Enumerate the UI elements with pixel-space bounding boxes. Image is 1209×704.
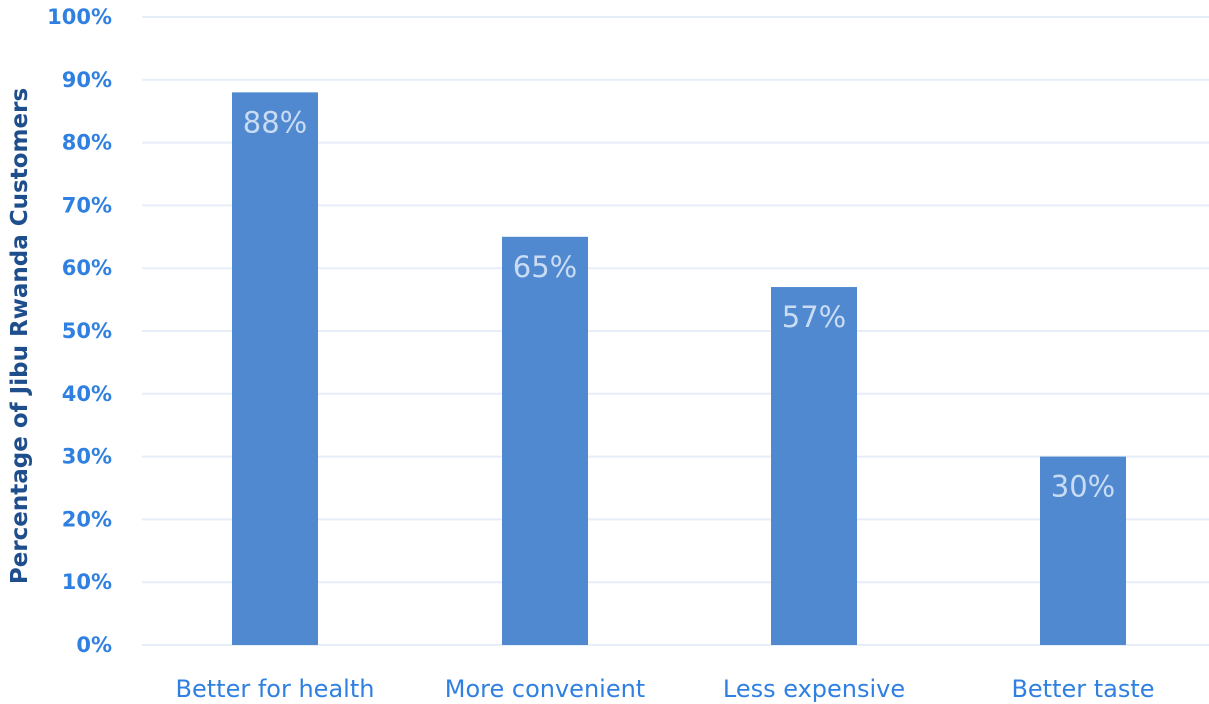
gridlines	[142, 16, 1209, 646]
bar	[771, 287, 857, 645]
y-tick-label: 80%	[62, 131, 112, 155]
bars	[232, 92, 1126, 646]
x-axis-categories: Better for health More convenient Less exp…	[176, 675, 1155, 703]
x-category-label: Less expensive	[723, 675, 905, 703]
bar-value-label: 65%	[513, 250, 577, 284]
y-tick-label: 30%	[62, 445, 112, 469]
x-category-label: Better taste	[1011, 675, 1154, 703]
y-tick-label: 100%	[47, 5, 112, 29]
bar-value-label: 57%	[782, 300, 846, 334]
y-tick-label: 70%	[62, 193, 112, 217]
bar	[232, 92, 318, 646]
bar-value-label: 88%	[243, 105, 307, 139]
y-axis-ticks: 0% 10% 20% 30% 40% 50% 60% 70% 80% 90% 100%	[47, 5, 112, 657]
bar	[1040, 456, 1126, 645]
bar-value-label: 30%	[1051, 470, 1115, 504]
y-tick-label: 40%	[62, 382, 112, 406]
x-category-label: More convenient	[445, 675, 645, 703]
y-tick-label: 20%	[62, 507, 112, 531]
x-category-label: Better for health	[176, 675, 375, 703]
data-labels: 88% 65% 57% 30%	[243, 105, 1115, 503]
y-tick-label: 0%	[76, 633, 112, 657]
y-tick-label: 10%	[62, 570, 112, 594]
y-tick-label: 50%	[62, 319, 112, 343]
bar	[502, 236, 588, 646]
y-tick-label: 60%	[62, 256, 112, 280]
y-axis-label: Percentage of Jibu Rwanda Customers	[7, 88, 33, 584]
y-tick-label: 90%	[62, 68, 112, 92]
